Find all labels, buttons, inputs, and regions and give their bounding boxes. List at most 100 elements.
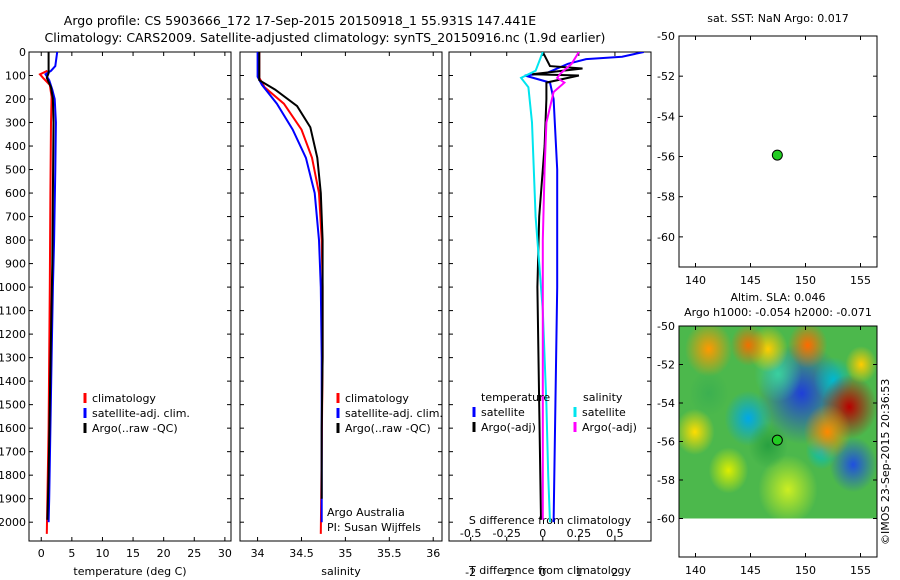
watermark: ©IMOS 23-Sep-2015 20:36:53: [879, 379, 892, 545]
x-tick-label: 20: [157, 547, 171, 560]
x-tick-label: 2: [611, 566, 618, 579]
y-tick-label: -56: [657, 151, 675, 164]
y-tick-label: 400: [5, 140, 26, 153]
series-group: [38, 52, 59, 534]
legend-label: satellite: [582, 406, 626, 419]
y-tick-label: -60: [657, 231, 675, 244]
y-tick-label: -54: [657, 110, 675, 123]
legend-label: Argo(..raw -QC): [345, 422, 431, 435]
y-tick-label: -50: [657, 30, 675, 43]
x-tick-label: 0: [38, 547, 45, 560]
x-tick-label: 34.5: [289, 547, 314, 560]
y-tick-label: 1100: [0, 305, 26, 318]
legend-label: Argo(-adj): [582, 421, 637, 434]
sla-anomaly: [803, 404, 852, 460]
legend-label: climatology: [92, 392, 156, 405]
panel-frame-salinity: [239, 51, 443, 542]
y-tick-label: -54: [657, 397, 675, 410]
x-tick-label: -1: [501, 566, 512, 579]
x-tick-label: 150: [795, 564, 816, 577]
x-tick-label: 10: [95, 547, 109, 560]
y-tick-label: -56: [657, 436, 675, 449]
sla-anomaly: [708, 447, 749, 494]
sla-anomaly: [688, 370, 729, 417]
y-tick-label: -58: [657, 474, 675, 487]
x-tick-label: 30: [218, 547, 232, 560]
y-tick-label: 200: [5, 93, 26, 106]
x-tick-label: 150: [795, 274, 816, 287]
legend-label: Argo(..raw -QC): [92, 422, 178, 435]
series-line: [531, 52, 583, 520]
y-tick-label: 1600: [0, 422, 26, 435]
s-tick-label: 0.25: [567, 527, 592, 540]
y-tick-label: 300: [5, 117, 26, 130]
panel-frame-differences: [448, 51, 652, 542]
legend-label: satellite-adj. clim.: [92, 407, 190, 420]
x-tick-label: -2: [465, 566, 476, 579]
y-tick-label: 2000: [0, 516, 26, 529]
x-tick-label: 34: [251, 547, 265, 560]
y-tick-label: -58: [657, 191, 675, 204]
legend-label: climatology: [345, 392, 409, 405]
s-tick-label: -0.5: [460, 527, 481, 540]
x-tick-label: 35: [338, 547, 352, 560]
x-tick-label: 145: [740, 564, 761, 577]
x-tick-label: 155: [850, 274, 871, 287]
y-tick-label: 1900: [0, 493, 26, 506]
s-tick-label: 0: [539, 527, 546, 540]
y-tick-label: 0: [19, 46, 26, 59]
series-line: [258, 52, 324, 499]
series-line: [524, 52, 645, 523]
annotation-line-1: Argo Australia: [327, 506, 405, 519]
title-line-1: Argo profile: CS 5903666_172 17-Sep-2015…: [64, 13, 536, 28]
x-tick-label: 36: [426, 547, 440, 560]
x-tick-label: 25: [187, 547, 201, 560]
sla-title-line-2: Argo h1000: -0.054 h2000: -0.071: [684, 306, 872, 319]
y-tick-label: 800: [5, 234, 26, 247]
x-tick-label: 15: [126, 547, 140, 560]
sst-title: sat. SST: NaN Argo: 0.017: [707, 12, 848, 25]
float-position-marker: [771, 149, 783, 161]
sla-anomaly: [787, 326, 828, 369]
x-axis-label: T difference from climatology: [468, 564, 631, 577]
y-tick-label: 1400: [0, 375, 26, 388]
legend-label: Argo(-adj): [481, 421, 536, 434]
x-tick-label: 145: [740, 274, 761, 287]
x-tick-label: 5: [68, 547, 75, 560]
series-group: [519, 52, 645, 523]
y-tick-label: 700: [5, 211, 26, 224]
legend-label: satellite: [481, 406, 525, 419]
legend-header-salinity: salinity: [583, 391, 623, 404]
y-tick-label: -52: [657, 70, 675, 83]
x-axis-label: temperature (deg C): [73, 565, 186, 578]
x-tick-label: 155: [850, 564, 871, 577]
x-tick-label: 140: [685, 564, 706, 577]
y-tick-label: 1200: [0, 328, 26, 341]
sla-field: [679, 326, 877, 519]
sla-anomaly: [758, 454, 818, 519]
y-tick-label: 600: [5, 187, 26, 200]
s-tick-label: 0.5: [606, 527, 624, 540]
y-tick-label: 1800: [0, 469, 26, 482]
y-tick-label: -50: [657, 320, 675, 333]
y-tick-label: -52: [657, 359, 675, 372]
x-axis-label: salinity: [321, 565, 361, 578]
x-tick-label: 1: [575, 566, 582, 579]
panel-frame-temperature: [28, 51, 232, 542]
y-tick-label: -60: [657, 513, 675, 526]
y-tick-label: 1000: [0, 281, 26, 294]
annotation-line-2: PI: Susan Wijffels: [327, 521, 421, 534]
y-tick-label: 1700: [0, 446, 26, 459]
y-tick-label: 500: [5, 164, 26, 177]
title-line-2: Climatology: CARS2009. Satellite-adjuste…: [45, 30, 606, 45]
x-tick-label: 35.5: [377, 547, 402, 560]
s-tick-label: -0.25: [492, 527, 520, 540]
y-tick-label: 100: [5, 70, 26, 83]
series-line: [45, 52, 55, 520]
series-line: [519, 52, 551, 523]
sla-title-line-1: Altim. SLA: 0.046: [730, 291, 825, 304]
legend-header-temperature: temperature: [481, 391, 550, 404]
sla-anomaly: [730, 326, 767, 367]
sla-anomaly: [679, 408, 715, 455]
